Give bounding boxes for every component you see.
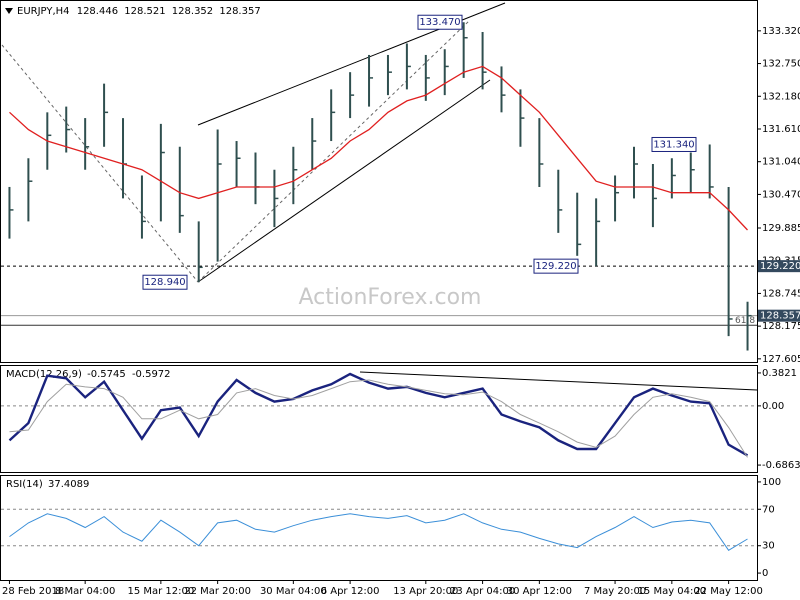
y-tick-label: 100 — [762, 477, 781, 488]
y-tick-label: 0.3821 — [762, 368, 797, 379]
chart-header: EURJPY,H4 128.446 128.521 128.352 128.35… — [17, 6, 261, 17]
indicator-line — [9, 513, 748, 551]
annotation-label: 131.340 — [653, 139, 694, 150]
rsi-title: RSI(14) 37.4089 — [6, 479, 89, 490]
x-tick-label: 22 May 12:00 — [694, 586, 763, 597]
signal-value: -0.5972 — [132, 369, 171, 380]
quote: 128.521 — [124, 6, 165, 17]
indicator-line — [9, 379, 748, 458]
y-tick-label: 131.040 — [762, 157, 800, 168]
level-tag — [758, 260, 800, 273]
y-tick-label: 127.605 — [762, 354, 800, 365]
annotation-box — [417, 14, 463, 30]
quote: 128.446 — [77, 6, 118, 17]
y-tick-label: 129.885 — [762, 223, 800, 234]
y-tick-label: 130.470 — [762, 189, 800, 200]
annotation-box — [651, 136, 697, 152]
level-tag-label: 129.220 — [760, 261, 800, 272]
macd-trend — [359, 371, 758, 391]
x-tick-label: 13 Apr 20:00 — [393, 586, 458, 597]
y-tick-label: 128.745 — [762, 288, 800, 299]
x-tick-label: 15 May 04:00 — [638, 586, 707, 597]
y-tick-label: 131.610 — [762, 124, 800, 135]
x-tick-label: 28 Feb 2018 — [2, 586, 64, 597]
level-tag — [758, 309, 800, 322]
symbol: EURJPY,H4 — [17, 6, 70, 17]
annotation-label: 129.220 — [535, 261, 576, 272]
y-tick-label: 133.320 — [762, 26, 800, 37]
x-tick-label: 6 Apr 12:00 — [321, 586, 380, 597]
indicator-line — [8, 372, 749, 457]
macd-pane — [0, 365, 758, 473]
macd-name: MACD(12,26,9) — [6, 369, 82, 380]
trend-dashed — [197, 19, 471, 283]
y-tick-label: 30 — [762, 541, 775, 552]
y-tick-label: 132.180 — [762, 91, 800, 102]
rsi-pane — [0, 475, 758, 581]
x-tick-label: 22 Mar 20:00 — [184, 586, 251, 597]
x-tick-label: 30 Mar 04:00 — [260, 586, 327, 597]
quote: 128.352 — [172, 6, 213, 17]
price-pane — [0, 0, 758, 363]
x-tick-label: 8 Mar 04:00 — [55, 586, 115, 597]
indicator-line — [9, 65, 748, 231]
fib-label: 61.8 — [735, 316, 755, 326]
x-tick-label: 23 Apr 04:00 — [450, 586, 515, 597]
y-tick-label: 128.175 — [762, 321, 800, 332]
x-tick-label: 30 Apr 12:00 — [507, 586, 572, 597]
y-tick-label: 132.750 — [762, 59, 800, 70]
level-tag-label: 128.357 — [760, 311, 800, 322]
y-tick-label: -0.6863 — [762, 460, 800, 471]
annotation-label: 128.940 — [144, 277, 185, 288]
channel-lower — [197, 79, 491, 283]
x-tick-label: 7 May 20:00 — [584, 586, 646, 597]
rsi-value: 37.4089 — [48, 479, 89, 490]
rsi-name: RSI(14) — [6, 479, 43, 490]
quote: 128.357 — [219, 6, 260, 17]
menu-icon — [5, 8, 13, 14]
macd-title: MACD(12,26,9) -0.5745 -0.5972 — [6, 369, 171, 380]
annotation-box — [142, 274, 188, 290]
y-tick-label: 0 — [762, 568, 768, 579]
watermark: ActionForex.com — [299, 285, 482, 310]
annotation-box — [533, 258, 579, 274]
y-tick-label: 70 — [762, 504, 775, 515]
macd-value: -0.5745 — [87, 369, 126, 380]
x-tick-label: 15 Mar 12:00 — [127, 586, 194, 597]
y-tick-label: 0.00 — [762, 401, 784, 412]
annotation-label: 133.470 — [419, 17, 460, 28]
